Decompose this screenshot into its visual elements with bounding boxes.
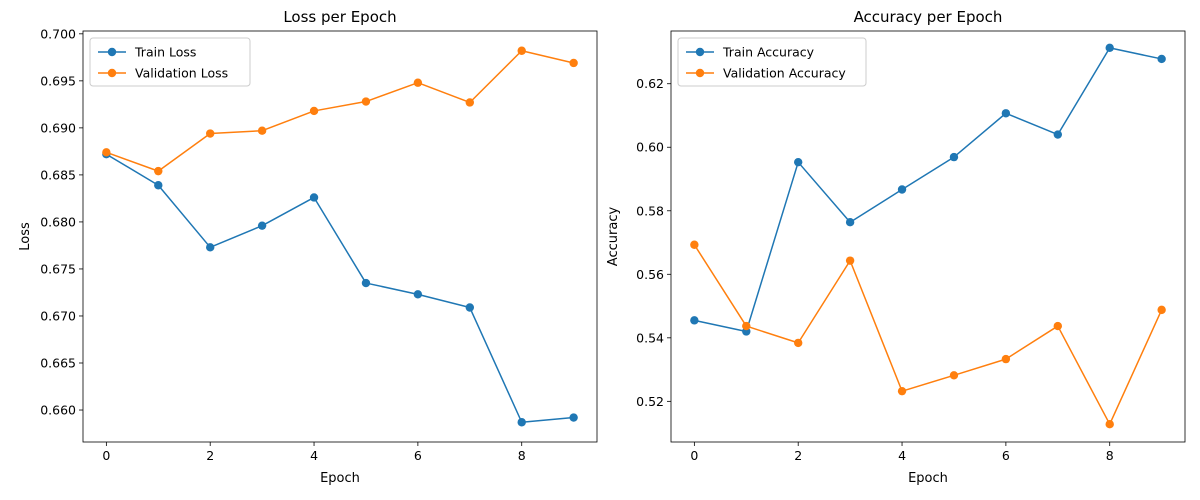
- data-point: [465, 98, 474, 107]
- data-point: [413, 290, 423, 299]
- y-tick-label: 0.660: [40, 403, 76, 418]
- series-line-1: [693, 244, 1163, 425]
- data-point: [742, 321, 751, 331]
- data-point: [309, 106, 319, 116]
- legend-box: [677, 37, 867, 87]
- data-point: [517, 418, 526, 427]
- data-point: [309, 193, 319, 202]
- x-tick-label: 2: [206, 448, 214, 463]
- data-point: [361, 97, 371, 106]
- data-point: [1001, 354, 1011, 364]
- data-point: [257, 126, 267, 135]
- y-axis-label: Accuracy: [606, 207, 621, 267]
- y-tick-label: 0.670: [40, 308, 76, 323]
- data-point: [949, 152, 959, 162]
- data-point: [569, 58, 578, 68]
- data-point: [1157, 54, 1166, 64]
- y-tick-label: 0.680: [40, 214, 76, 229]
- x-axis-label: Epoch: [908, 471, 948, 486]
- series-line-0: [694, 47, 1162, 333]
- data-point: [690, 316, 699, 325]
- data-point: [206, 243, 215, 252]
- y-tick-label: 0.700: [40, 26, 76, 41]
- y-tick-label: 0.685: [40, 167, 76, 182]
- data-point: [569, 413, 578, 422]
- data-point: [1001, 109, 1011, 118]
- data-point: [206, 129, 215, 138]
- y-axis-label: Loss: [18, 222, 33, 251]
- data-point: [465, 303, 474, 312]
- y-tick-label: 0.675: [40, 261, 76, 276]
- legend-label-0: Train Accuracy: [722, 45, 815, 60]
- data-point: [361, 278, 371, 288]
- data-point: [257, 221, 267, 230]
- y-tick-label: 0.60: [636, 140, 664, 155]
- x-tick-label: 0: [690, 448, 698, 463]
- legend-box: [89, 37, 251, 87]
- x-tick-label: 4: [310, 448, 318, 463]
- y-tick-label: 0.695: [40, 73, 76, 88]
- legend-marker-1: [107, 68, 117, 78]
- chart-panel-1: 0 2 4 6 8 0.52 0.54 0.56 0.58 0.60 0.62 Accuracy pe…: [606, 8, 1186, 486]
- legend-label-1: Validation Loss: [135, 66, 228, 81]
- data-point: [897, 386, 907, 396]
- y-tick-label: 0.52: [636, 394, 664, 409]
- x-tick-label: 6: [414, 448, 422, 463]
- x-tick-label: 2: [794, 448, 802, 463]
- chart-title: Loss per Epoch: [283, 8, 396, 26]
- x-tick-label: 8: [1106, 448, 1114, 463]
- data-point: [1157, 305, 1166, 315]
- legend-marker-0: [695, 47, 705, 57]
- y-tick-label: 0.58: [636, 203, 664, 218]
- y-tick-label: 0.690: [40, 120, 76, 135]
- chart-panel-0: 0 2 4 6 8 0.660 0.665 0.670 0.675 0.680 0.685 0.690…: [18, 8, 598, 486]
- chart-title: Accuracy per Epoch: [854, 8, 1003, 26]
- x-tick-label: 8: [518, 448, 526, 463]
- data-point: [845, 256, 855, 265]
- x-axis-label: Epoch: [320, 471, 360, 486]
- data-point: [897, 185, 907, 194]
- data-point: [154, 166, 163, 176]
- series-line-0: [105, 153, 574, 423]
- data-point: [794, 157, 803, 167]
- data-point: [794, 338, 803, 348]
- y-tick-label: 0.54: [636, 330, 664, 345]
- legend-label-1: Validation Accuracy: [723, 66, 846, 81]
- x-tick-label: 0: [102, 448, 110, 463]
- data-point: [1053, 130, 1062, 139]
- legend-marker-1: [695, 68, 705, 78]
- data-point: [1053, 321, 1062, 331]
- legend-marker-0: [107, 47, 117, 57]
- data-point: [517, 46, 526, 55]
- data-point: [413, 78, 423, 87]
- y-tick-label: 0.62: [636, 76, 664, 91]
- data-point: [1105, 420, 1114, 429]
- x-tick-label: 4: [898, 448, 906, 463]
- y-tick-label: 0.56: [636, 267, 664, 282]
- data-point: [949, 371, 959, 380]
- plot-frame: [82, 30, 598, 443]
- data-point: [154, 181, 163, 190]
- y-tick-label: 0.665: [40, 355, 76, 370]
- data-point: [690, 240, 699, 249]
- series-line-1: [106, 50, 574, 172]
- data-point: [845, 218, 855, 227]
- data-point: [1105, 43, 1114, 53]
- plot-frame: [670, 30, 1186, 443]
- data-point: [102, 148, 111, 157]
- x-tick-label: 6: [1002, 448, 1010, 463]
- legend-label-0: Train Loss: [134, 45, 196, 60]
